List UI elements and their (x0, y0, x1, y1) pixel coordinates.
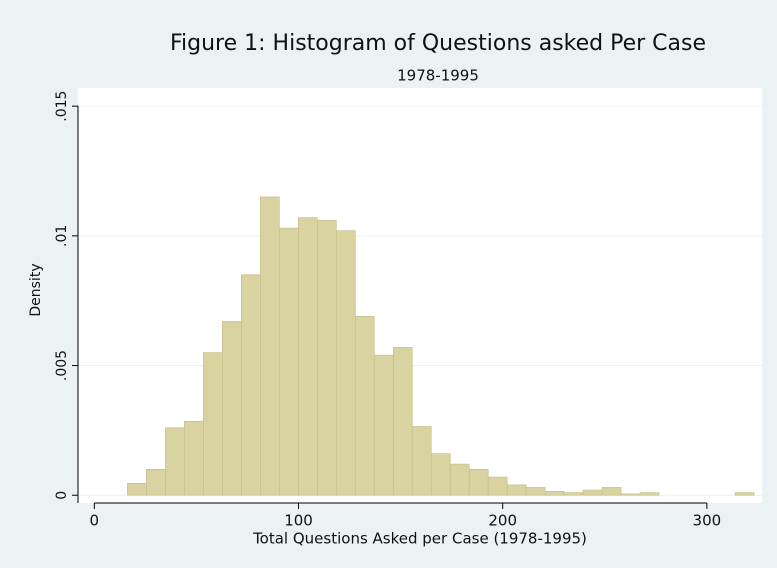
bar (525, 487, 546, 496)
bar (392, 347, 413, 496)
x-tick-label: 0 (90, 512, 100, 530)
x-tick-label: 200 (488, 512, 517, 530)
bar (241, 274, 261, 496)
bar (430, 453, 451, 496)
bar (601, 487, 622, 496)
bar (184, 420, 204, 496)
x-tick-label: 300 (693, 512, 722, 530)
bar (544, 491, 565, 496)
y-tick-label: 0 (54, 491, 70, 500)
y-axis-label: Density (28, 263, 44, 316)
bar (449, 463, 470, 496)
y-tick-label: .015 (54, 91, 70, 122)
bar (146, 468, 166, 496)
bar (487, 476, 508, 496)
bar (260, 196, 280, 496)
x-tick-label: 100 (284, 512, 313, 530)
bar (316, 219, 337, 496)
y-tick-label: .01 (54, 225, 70, 247)
bar (373, 354, 394, 496)
bar (411, 426, 432, 496)
x-axis-label: Total Questions Asked per Case (1978-199… (252, 530, 587, 548)
bar (127, 482, 147, 496)
bar (279, 227, 299, 496)
bar (468, 468, 489, 496)
bar (335, 230, 356, 496)
bar (298, 217, 318, 496)
chart-subtitle: 1978-1995 (397, 67, 479, 85)
bar (165, 427, 185, 496)
bar (203, 352, 223, 496)
bar (354, 315, 375, 496)
bar (639, 492, 660, 496)
bar (582, 489, 603, 496)
bar (563, 492, 584, 496)
bar (506, 484, 527, 496)
y-tick-label: .005 (54, 350, 70, 381)
bar (734, 492, 755, 496)
chart-title: Figure 1: Histogram of Questions asked P… (170, 31, 706, 56)
bar (620, 493, 641, 496)
bar (222, 321, 242, 496)
